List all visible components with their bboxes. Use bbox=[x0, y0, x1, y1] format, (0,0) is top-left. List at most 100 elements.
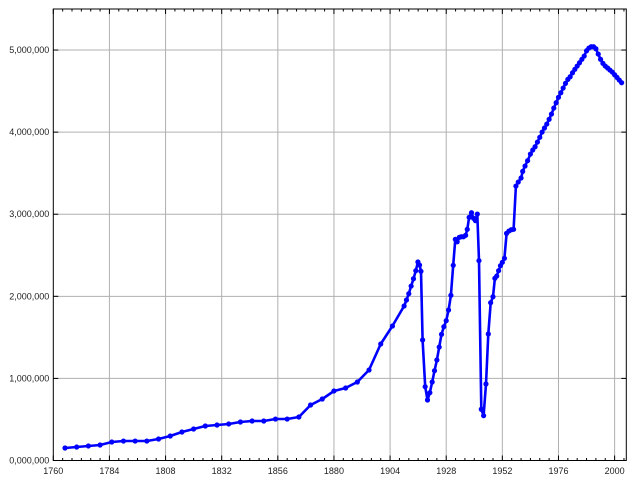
data-point bbox=[537, 134, 543, 140]
data-point bbox=[62, 445, 68, 451]
data-point bbox=[445, 307, 452, 313]
data-point bbox=[546, 116, 552, 122]
data-point bbox=[237, 419, 244, 425]
data-point bbox=[581, 53, 587, 59]
data-point bbox=[532, 144, 538, 150]
data-point bbox=[408, 283, 414, 289]
data-point bbox=[593, 46, 599, 52]
data-point bbox=[597, 56, 604, 62]
data-point bbox=[366, 367, 372, 373]
data-point bbox=[97, 442, 103, 448]
data-point bbox=[464, 226, 470, 232]
data-point bbox=[472, 218, 479, 224]
x-tick-label: 1976 bbox=[548, 466, 568, 476]
data-point bbox=[562, 80, 569, 86]
data-point bbox=[438, 331, 445, 337]
data-series bbox=[62, 44, 625, 451]
y-tick-label: 5,000,000 bbox=[9, 45, 49, 55]
grid bbox=[53, 9, 627, 461]
x-tick-label: 1904 bbox=[380, 466, 400, 476]
data-point bbox=[443, 318, 449, 324]
data-point bbox=[567, 74, 573, 80]
y-tick-label: 1,000,000 bbox=[9, 373, 49, 383]
data-point bbox=[518, 175, 524, 181]
data-point bbox=[202, 423, 208, 429]
axis-ticks bbox=[52, 9, 627, 461]
x-tick-label: 1856 bbox=[268, 466, 288, 476]
data-point bbox=[296, 414, 302, 420]
data-point bbox=[476, 258, 482, 264]
data-point bbox=[501, 255, 508, 261]
x-tick-label: 1880 bbox=[324, 466, 344, 476]
data-point bbox=[544, 121, 550, 127]
data-point bbox=[463, 232, 469, 238]
data-point bbox=[429, 379, 435, 385]
data-point bbox=[560, 85, 566, 91]
x-tick-label: 1784 bbox=[99, 466, 119, 476]
data-point bbox=[418, 268, 424, 274]
data-point bbox=[120, 438, 127, 444]
data-point bbox=[132, 438, 138, 444]
data-point bbox=[85, 443, 91, 449]
data-point bbox=[413, 268, 419, 274]
data-point bbox=[520, 168, 526, 174]
y-tick-label: 4,000,000 bbox=[9, 127, 49, 137]
data-point bbox=[553, 100, 559, 106]
data-point bbox=[319, 396, 325, 402]
data-point bbox=[474, 211, 480, 217]
data-point bbox=[331, 388, 337, 394]
data-point bbox=[191, 426, 197, 432]
data-point bbox=[419, 337, 426, 343]
data-point bbox=[144, 438, 150, 444]
data-point bbox=[525, 158, 531, 164]
data-point bbox=[478, 406, 484, 412]
data-point bbox=[450, 262, 456, 268]
data-point bbox=[466, 214, 472, 220]
data-point bbox=[510, 226, 517, 232]
data-point bbox=[416, 262, 423, 268]
data-point bbox=[249, 418, 255, 424]
x-tick-label: 1832 bbox=[212, 466, 232, 476]
x-tick-label: 1808 bbox=[156, 466, 176, 476]
data-point bbox=[427, 390, 433, 396]
data-point bbox=[403, 297, 410, 303]
data-point bbox=[167, 433, 173, 439]
data-point bbox=[354, 379, 360, 385]
data-point bbox=[406, 291, 412, 297]
data-point bbox=[619, 80, 625, 86]
data-point bbox=[513, 183, 519, 189]
data-point bbox=[441, 324, 447, 330]
data-point bbox=[424, 397, 431, 403]
y-axis-tick-labels: 0,000,000 1,000,000 2,000,000 3,000,000 4,00… bbox=[9, 45, 49, 465]
x-tick-label: 2000 bbox=[605, 466, 625, 476]
data-point bbox=[527, 151, 534, 157]
data-point bbox=[534, 139, 541, 145]
data-point bbox=[410, 276, 417, 282]
x-axis-tick-labels: 1760 1784 1808 1832 1856 1880 1904 1928 1952 1976… bbox=[43, 466, 624, 476]
y-tick-label: 3,000,000 bbox=[9, 209, 49, 219]
data-point bbox=[307, 402, 314, 408]
data-point bbox=[483, 381, 489, 387]
data-point bbox=[488, 300, 494, 306]
data-point bbox=[109, 439, 115, 445]
data-point bbox=[272, 416, 279, 422]
x-tick-label: 1760 bbox=[43, 466, 63, 476]
data-point bbox=[454, 239, 460, 245]
data-point bbox=[485, 331, 491, 337]
data-point bbox=[539, 129, 545, 135]
x-tick-label: 1928 bbox=[436, 466, 456, 476]
data-point bbox=[468, 210, 475, 216]
data-point bbox=[74, 444, 80, 450]
data-point bbox=[541, 125, 548, 131]
data-point bbox=[494, 273, 500, 279]
data-point bbox=[558, 90, 564, 96]
data-point bbox=[499, 259, 505, 265]
data-point bbox=[434, 357, 440, 363]
data-point bbox=[179, 429, 185, 435]
data-point bbox=[555, 94, 562, 100]
data-point bbox=[448, 292, 454, 298]
data-point bbox=[343, 385, 349, 391]
data-point bbox=[155, 436, 162, 442]
data-point bbox=[436, 344, 442, 350]
